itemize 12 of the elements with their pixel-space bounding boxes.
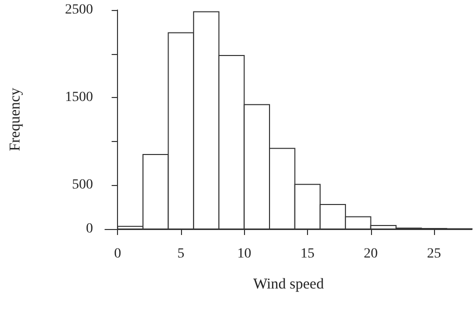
x-tick-label: 20 [364, 246, 378, 262]
y-tick-label: 0 [86, 222, 93, 236]
y-tick-label: 1500 [65, 90, 93, 106]
x-tick-label: 5 [177, 246, 184, 262]
x-tick-label: 10 [237, 246, 252, 262]
y-tick-label: 2500 [65, 2, 93, 18]
y-tick-label: 500 [72, 178, 93, 193]
x-tick-label: 25 [427, 246, 442, 262]
x-axis-title: Wind speed [253, 276, 324, 292]
y-axis-title: Frequency [8, 87, 24, 152]
x-tick-label: 15 [300, 246, 314, 262]
x-tick-label: 0 [114, 246, 122, 262]
